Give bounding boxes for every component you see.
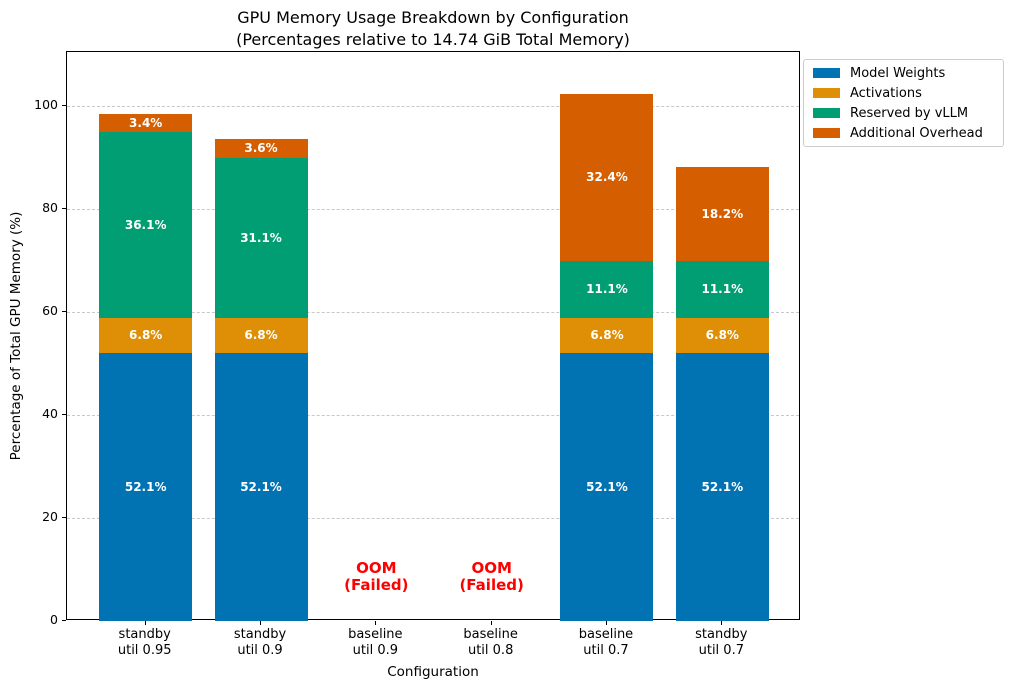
x-tick-label: standby util 0.95 [80, 627, 210, 659]
bar-segment-label: 36.1% [124, 217, 167, 232]
x-tick-label-line2: util 0.7 [583, 643, 629, 658]
x-tick-label-line1: baseline [578, 627, 634, 642]
legend: Model Weights Activations Reserved by vLLM… [803, 59, 1004, 147]
legend-item-label: Reserved by vLLM [850, 105, 969, 121]
oom-annotation-line: (Failed) [344, 576, 409, 595]
y-tick-mark [62, 517, 66, 518]
plot-area: 52.1% 6.8% 36.1% 3.4% 52.1% 6.8% 31.1% 3.6% OOM(… [66, 51, 800, 621]
x-tick-label-line2: util 0.95 [117, 643, 172, 658]
y-tick-label: 80 [42, 200, 58, 216]
y-tick-label: 100 [34, 97, 58, 113]
bar-segment-label: 6.8% [244, 328, 278, 343]
bar-segment-label: 6.8% [129, 328, 163, 343]
legend-item-label: Additional Overhead [850, 125, 983, 141]
bar-segment-label: 52.1% [124, 479, 167, 494]
chart-title: GPU Memory Usage Breakdown by Configurat… [237, 8, 629, 27]
bar-segment [560, 93, 654, 261]
x-tick-mark [144, 621, 146, 625]
bar-segment [560, 317, 654, 353]
bar-segment-label: 3.6% [244, 141, 278, 156]
y-tick-mark [62, 414, 66, 416]
legend-swatch [813, 108, 840, 118]
bar-segment-label: 52.1% [586, 479, 628, 494]
y-tick-label: 40 [42, 406, 58, 422]
bar-segment [214, 157, 308, 318]
oom-annotation-line: OOM [356, 559, 397, 578]
oom-annotation-line: (Failed) [459, 576, 524, 595]
legend-item: Model Weights [813, 63, 995, 83]
bar-segment [675, 352, 769, 621]
legend-item: Additional Overhead [813, 123, 995, 143]
gridline [67, 312, 799, 314]
x-tick-mark [375, 621, 377, 625]
legend-item-label: Activations [850, 85, 922, 101]
legend-item: Reserved by vLLM [813, 103, 995, 123]
y-tick-mark [62, 620, 66, 621]
x-tick-label-line1: standby [695, 627, 748, 642]
x-tick-label-line1: baseline [463, 627, 518, 642]
bar-segment-label: 52.1% [240, 479, 282, 494]
oom-annotation: OOM (Failed) [427, 560, 557, 594]
x-tick-label-line2: util 0.9 [352, 643, 399, 658]
bar-segment [675, 317, 769, 353]
y-tick-label: 20 [42, 509, 58, 524]
bar-segment [99, 131, 193, 318]
x-tick-label-line2: util 0.7 [698, 643, 744, 658]
bar-segment-label: 11.1% [701, 282, 744, 297]
bar-segment-label: 31.1% [240, 230, 282, 245]
x-tick-label: baseline util 0.7 [541, 627, 671, 659]
y-tick-label: 60 [42, 303, 58, 319]
bar-segment-label: 6.8% [590, 328, 624, 343]
legend-item: Activations [813, 83, 995, 103]
bar-segment-label: 6.8% [705, 328, 739, 343]
legend-item-label: Model Weights [850, 65, 946, 81]
x-tick-mark [260, 621, 262, 625]
x-tick-mark [490, 621, 492, 625]
x-tick-label: standby util 0.9 [195, 627, 325, 659]
x-axis-label: Configuration [387, 664, 479, 680]
gridline [67, 518, 799, 519]
bar-segment-label: 18.2% [701, 206, 744, 221]
y-tick-label: 0 [50, 612, 58, 627]
y-tick-mark [62, 311, 66, 313]
bar-segment [99, 317, 193, 353]
oom-annotation: OOM (Failed) [311, 560, 441, 594]
bar-segment-label: 52.1% [701, 479, 744, 494]
bar-segment [214, 139, 308, 158]
chart-subtitle: (Percentages relative to 14.74 GiB Total… [236, 30, 630, 49]
bar-segment-label: 11.1% [586, 282, 628, 297]
x-tick-label: baseline util 0.8 [426, 627, 556, 659]
bar-segment [214, 317, 308, 353]
y-tick-mark [62, 208, 66, 210]
x-tick-label-line1: standby [118, 627, 171, 642]
x-tick-mark [605, 621, 607, 625]
bar-segment [560, 260, 654, 318]
bar-segment [99, 114, 193, 132]
legend-swatch [813, 128, 840, 138]
bar-segment [99, 352, 193, 621]
bar-segment [675, 166, 769, 261]
x-tick-label-line2: util 0.9 [237, 643, 283, 658]
legend-swatch [813, 68, 840, 78]
title-block: GPU Memory Usage Breakdown by Configurat… [66, 7, 800, 51]
gridline [67, 106, 799, 108]
bar-segment [560, 352, 654, 621]
x-tick-label: standby util 0.7 [656, 627, 786, 659]
bar-segment-label: 3.4% [129, 116, 163, 131]
bar-segment [214, 352, 308, 621]
y-tick-mark [62, 105, 66, 107]
x-tick-label-line2: util 0.8 [467, 643, 514, 658]
bar-segment-label: 32.4% [586, 170, 628, 185]
x-tick-label: baseline util 0.9 [310, 627, 440, 659]
gridline [67, 415, 799, 417]
x-tick-mark [721, 621, 723, 625]
legend-swatch [813, 88, 840, 98]
oom-annotation-line: OOM [471, 559, 512, 578]
x-tick-label-line1: baseline [348, 627, 403, 642]
bar-segment [675, 260, 769, 318]
y-axis-label: Percentage of Total GPU Memory (%) [8, 211, 24, 461]
x-tick-label-line1: standby [233, 627, 287, 642]
gridline [67, 209, 799, 211]
